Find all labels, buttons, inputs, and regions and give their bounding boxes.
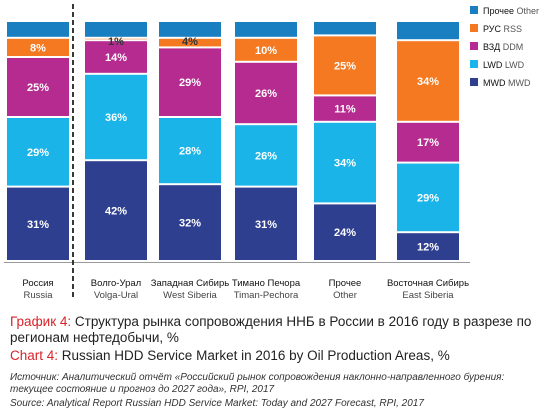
category-label-ru: Прочее: [329, 278, 362, 289]
bar-value-label: 29%: [417, 192, 439, 204]
category-label-ru: Россия: [22, 278, 53, 289]
legend-swatch: [470, 60, 478, 68]
bar-segment-mwd: [397, 233, 459, 260]
bar-value-label: 29%: [27, 147, 49, 159]
bar-segment-mwd: [159, 185, 221, 260]
bar-segment-ddm: [314, 96, 376, 121]
category-label-ru: Западная Сибирь: [151, 278, 230, 289]
category-label-ru: Восточная Сибирь: [387, 278, 469, 289]
bar-segment-mwd: [314, 204, 376, 260]
legend-entry: Прочее Other: [483, 6, 539, 16]
bar-segment-ddm: [85, 41, 147, 73]
bar-segment-rss: [159, 38, 221, 47]
bar-segment-rss: [85, 38, 147, 40]
bar-value-label: 25%: [27, 82, 49, 94]
bar-segment-other: [314, 22, 376, 35]
bar-value-label: 29%: [179, 77, 201, 89]
bar-segment-ddm: [7, 58, 69, 116]
bar-value-label: 4%: [182, 36, 198, 48]
bar-value-label: 25%: [334, 60, 356, 72]
category-label-en: East Siberia: [402, 290, 454, 301]
caption-text-ru: Структура рынка сопровождения ННБ в Росс…: [10, 314, 532, 345]
bar-value-label: 32%: [179, 218, 201, 230]
bar-value-label: 42%: [105, 206, 127, 218]
category-label-en: Timan-Pechora: [234, 290, 299, 301]
bar-segment-other: [159, 22, 221, 37]
category-label-en: Other: [333, 290, 357, 301]
bar-segment-other: [235, 22, 297, 37]
bar-segment-ddm: [235, 62, 297, 124]
bar-segment-mwd: [85, 161, 147, 260]
bar-segment-rss: [314, 36, 376, 95]
bar-value-label: 34%: [334, 158, 356, 170]
chart-caption-ru: График 4: Структура рынка сопровождения …: [10, 314, 545, 346]
bar-value-label: 24%: [334, 227, 356, 239]
bar-value-label: 14%: [105, 52, 127, 64]
bar-value-label: 17%: [417, 137, 439, 149]
bar-segment-other: [7, 22, 69, 37]
legend-entry: ВЗД DDM: [483, 42, 523, 52]
legend-entry: MWD MWD: [483, 78, 531, 88]
bar-value-label: 1%: [108, 36, 124, 48]
bar-value-label: 36%: [105, 112, 127, 124]
bar-value-label: 26%: [255, 150, 277, 162]
legend-swatch: [470, 24, 478, 32]
legend-swatch: [470, 6, 478, 14]
source-note-ru: Источник: Аналитический отчёт «Российски…: [10, 372, 505, 395]
caption-text-en: Russian HDD Service Market in 2016 by Oi…: [58, 348, 450, 363]
category-label-ru: Волго-Урал: [91, 278, 141, 289]
bar-segment-lwd: [235, 125, 297, 186]
bar-segment-lwd: [397, 163, 459, 232]
bar-segment-other: [85, 22, 147, 37]
bar-segment-mwd: [235, 187, 297, 260]
caption-prefix-en: Chart 4:: [10, 348, 59, 363]
bar-segment-rss: [7, 38, 69, 56]
bar-segment-lwd: [314, 122, 376, 203]
bar-value-label: 31%: [27, 219, 49, 231]
bar-segment-lwd: [159, 118, 221, 184]
bar-value-label: 12%: [417, 242, 439, 254]
bar-value-label: 31%: [255, 219, 277, 231]
bar-value-label: 26%: [255, 88, 277, 100]
bar-segment-rss: [235, 38, 297, 61]
bar-segment-rss: [397, 41, 459, 121]
bar-segment-mwd: [7, 187, 69, 260]
legend-swatch: [470, 78, 478, 86]
category-label-en: Russia: [23, 290, 53, 301]
bar-value-label: 8%: [30, 42, 46, 54]
bar-value-label: 28%: [179, 146, 201, 158]
bar-segment-other: [397, 22, 459, 40]
bar-segment-lwd: [85, 74, 147, 160]
bar-segment-ddm: [159, 48, 221, 116]
bar-value-label: 10%: [255, 45, 277, 57]
chart-caption-en: Chart 4: Russian HDD Service Market in 2…: [10, 348, 545, 364]
bar-segment-lwd: [7, 118, 69, 186]
bar-value-label: 11%: [334, 104, 356, 116]
legend-entry: РУС RSS: [483, 24, 522, 34]
source-note-en: Source: Analytical Report Russian HDD Se…: [10, 398, 424, 409]
legend-swatch: [470, 42, 478, 50]
category-label-en: Volga-Ural: [94, 290, 138, 301]
bar-value-label: 34%: [417, 76, 439, 88]
category-label-ru: Тимано Печора: [232, 278, 301, 289]
bar-segment-ddm: [397, 122, 459, 162]
legend-entry: LWD LWD: [483, 60, 525, 70]
caption-prefix-ru: График 4:: [10, 314, 72, 329]
category-label-en: West Siberia: [163, 290, 217, 301]
